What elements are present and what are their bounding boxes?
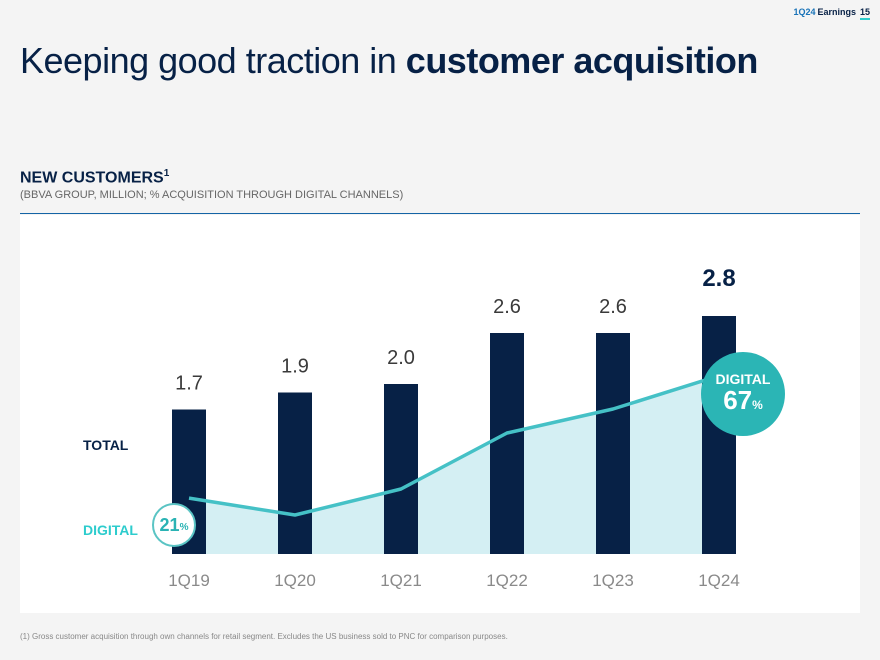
bar-value-1Q24: 2.8	[702, 265, 735, 292]
digital-start-unit: %	[179, 522, 189, 533]
bar-value-1Q22: 2.6	[493, 296, 521, 318]
bar-value-1Q19: 1.7	[175, 373, 203, 395]
digital-end-title: DIGITAL	[715, 370, 771, 387]
bar-1Q23	[596, 333, 630, 554]
title-regular: Keeping good traction in	[20, 40, 406, 81]
digital-end-value: 67	[723, 384, 753, 415]
digital-end-unit: %	[752, 397, 763, 412]
x-tick-1Q24: 1Q24	[698, 571, 740, 590]
title-bold: customer acquisition	[405, 40, 759, 81]
header-period: 1Q24	[793, 7, 816, 17]
new-customers-chart: 1.7 1.9 2.0 2.6 2.6 2.8 1Q19 1Q20 1Q21 1Q22 1Q23 1Q…	[168, 265, 740, 590]
digital-line	[188, 374, 720, 517]
x-tick-1Q19: 1Q19	[168, 571, 210, 590]
x-tick-1Q20: 1Q20	[274, 571, 316, 590]
bar-value-1Q21: 2.0	[387, 347, 415, 369]
digital-end-badge: DIGITAL 67%	[701, 352, 785, 436]
section-heading: NEW CUSTOMERS1	[20, 168, 169, 187]
section-subheading: (BBVA GROUP, MILLION; % ACQUISITION THRO…	[20, 189, 404, 201]
bar-value-1Q20: 1.9	[281, 356, 309, 378]
page-header: 1Q24 Earnings 15	[793, 7, 870, 20]
section-heading-footnote-ref: 1	[163, 168, 170, 179]
chart-panel: 1.7 1.9 2.0 2.6 2.6 2.8 1Q19 1Q20 1Q21 1Q22 1Q23 1Q…	[20, 215, 860, 613]
digital-start-badge: 21%	[152, 503, 196, 547]
section-heading-text: NEW CUSTOMERS	[20, 169, 164, 187]
bar-1Q22	[490, 333, 524, 554]
bar-value-1Q23: 2.6	[599, 296, 627, 318]
page-title: Keeping good traction in customer acquis…	[20, 40, 758, 82]
x-tick-1Q21: 1Q21	[380, 571, 422, 590]
section-divider	[20, 213, 860, 214]
bar-1Q20	[278, 392, 312, 554]
header-section: Earnings	[817, 7, 856, 17]
digital-start-value: 21	[159, 514, 180, 535]
x-tick-1Q23: 1Q23	[592, 571, 634, 590]
x-tick-1Q22: 1Q22	[486, 571, 528, 590]
digital-series-label: DIGITAL	[83, 522, 138, 538]
footnote: (1) Gross customer acquisition through o…	[20, 632, 508, 641]
bar-1Q21	[384, 384, 418, 554]
page-number: 15	[859, 7, 870, 20]
total-series-label: TOTAL	[83, 437, 129, 453]
bar-1Q24	[702, 316, 736, 554]
